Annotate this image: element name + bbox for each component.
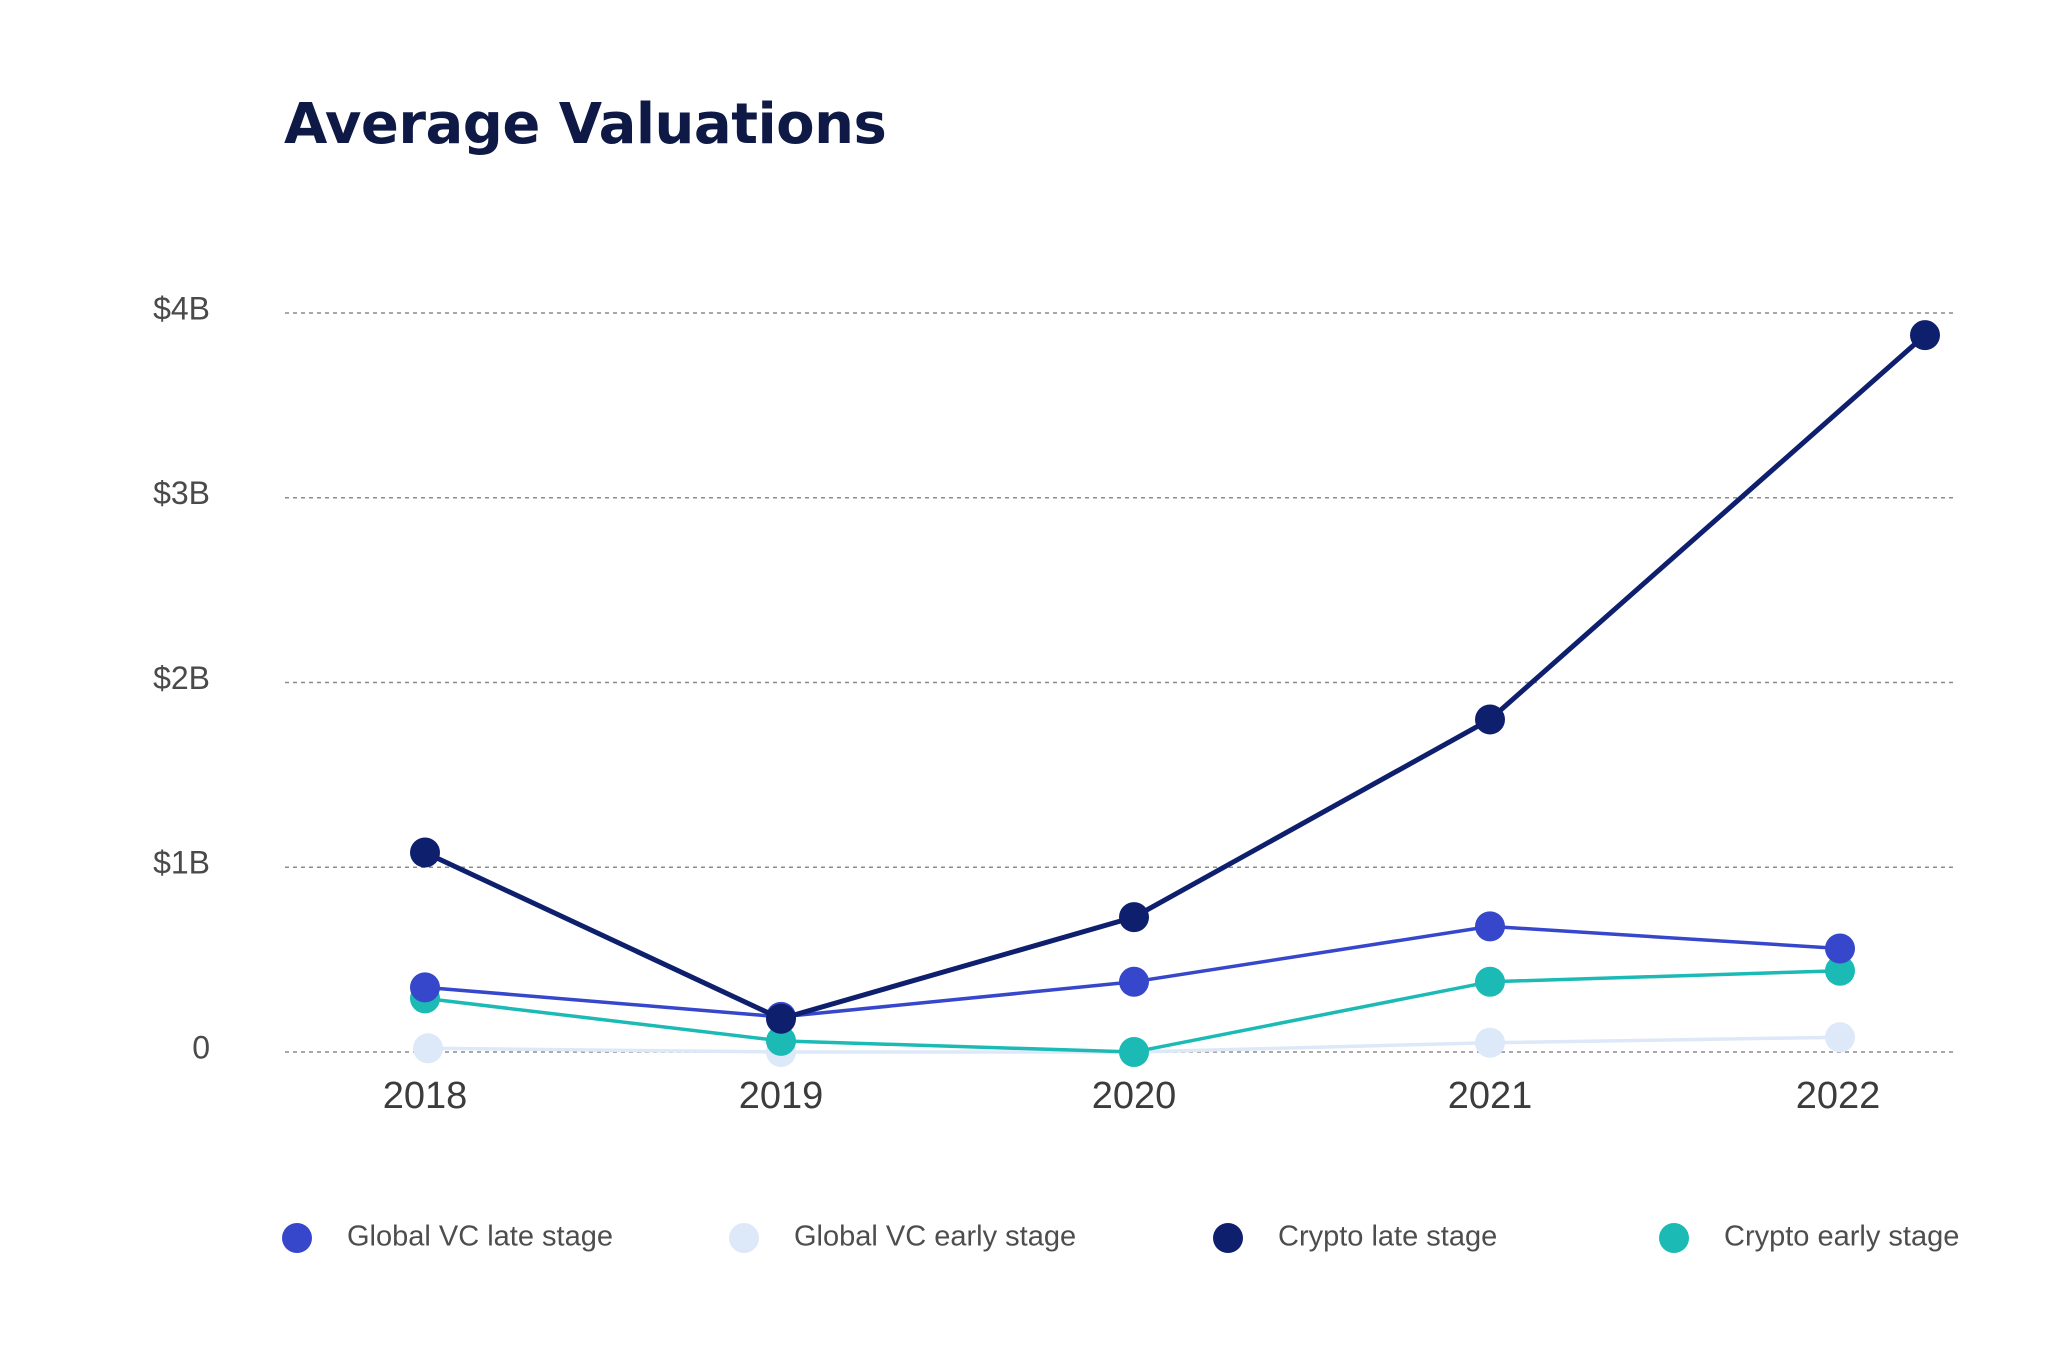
legend-swatch xyxy=(282,1223,312,1253)
legend-label: Crypto early stage xyxy=(1724,1221,1959,1253)
data-point xyxy=(766,1003,796,1034)
data-point xyxy=(1825,955,1855,986)
data-point xyxy=(1475,966,1505,997)
y-axis-ticks: 0 $1B $2B $3B $4B xyxy=(153,290,210,1065)
series-crypto-early-stage xyxy=(410,955,1855,1067)
legend-swatch xyxy=(729,1223,759,1253)
legend-item: Global VC late stage xyxy=(282,1221,613,1253)
y-tick-label: $4B xyxy=(153,290,210,326)
data-point xyxy=(1475,704,1505,735)
legend-label: Crypto late stage xyxy=(1278,1221,1497,1253)
data-point xyxy=(1119,966,1149,997)
legend-swatch xyxy=(1659,1223,1689,1253)
legend-item: Crypto early stage xyxy=(1659,1221,1959,1253)
y-tick-label: $3B xyxy=(153,475,210,511)
data-point xyxy=(413,1033,443,1064)
data-point xyxy=(1119,902,1149,933)
y-tick-label: $1B xyxy=(153,845,210,881)
y-tick-label: $2B xyxy=(153,660,210,696)
legend-item: Crypto late stage xyxy=(1213,1221,1497,1253)
data-point xyxy=(1910,320,1940,351)
data-point xyxy=(410,972,440,1003)
data-point xyxy=(1475,911,1505,942)
chart-title: Average Valuations xyxy=(284,92,887,157)
legend-item: Global VC early stage xyxy=(729,1221,1076,1253)
data-point xyxy=(1119,1037,1149,1067)
x-tick-label: 2019 xyxy=(739,1075,824,1117)
data-point xyxy=(1825,933,1855,964)
legend-label: Global VC late stage xyxy=(347,1221,613,1253)
data-point xyxy=(1475,1027,1505,1058)
x-axis-ticks: 2018 2019 2020 2021 2022 xyxy=(383,1075,1881,1117)
legend-swatch xyxy=(1213,1223,1243,1253)
series-crypto-late-stage xyxy=(410,320,1940,1034)
legend: Global VC late stage Global VC early stag… xyxy=(282,1221,1959,1253)
x-tick-label: 2022 xyxy=(1796,1075,1881,1117)
x-tick-label: 2021 xyxy=(1448,1075,1533,1117)
y-tick-label: 0 xyxy=(192,1029,210,1065)
x-tick-label: 2020 xyxy=(1092,1075,1177,1117)
series-lines xyxy=(410,320,1940,1067)
data-point xyxy=(766,1025,796,1056)
data-point xyxy=(1825,1022,1855,1053)
x-tick-label: 2018 xyxy=(383,1075,468,1117)
series-line xyxy=(422,332,1928,1022)
data-point xyxy=(410,837,440,868)
legend-label: Global VC early stage xyxy=(794,1221,1076,1253)
